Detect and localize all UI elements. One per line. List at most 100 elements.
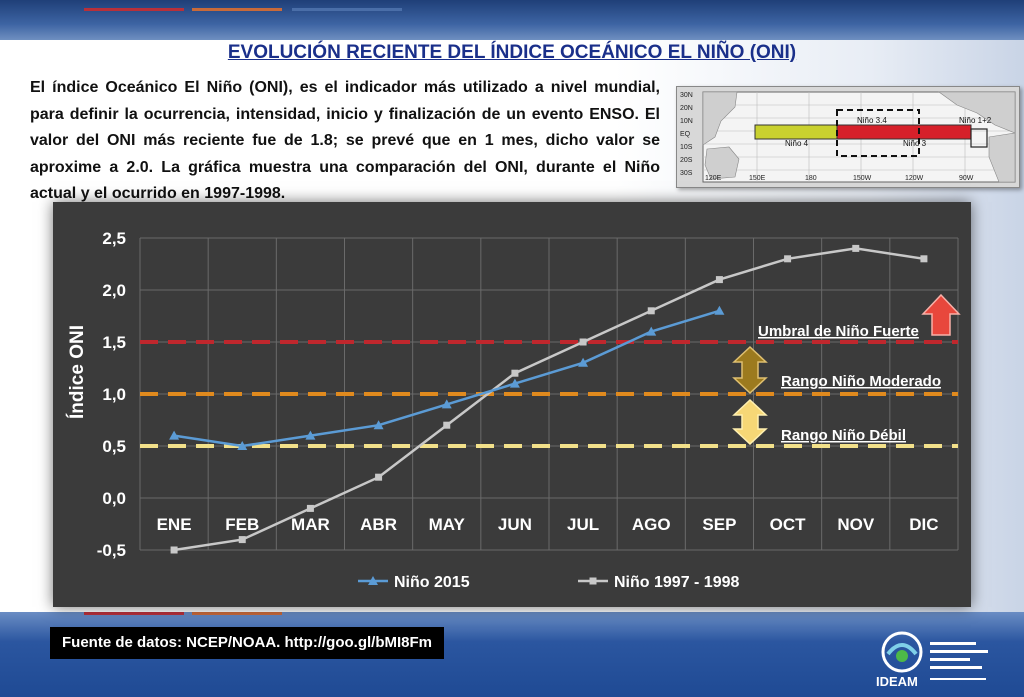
logo-circle (881, 631, 923, 673)
chart-background (53, 202, 971, 607)
data-point (375, 473, 383, 481)
lat-label: 10N (680, 118, 693, 125)
legend: Niño 2015 Niño 1997 - 1998 (358, 574, 740, 591)
y-axis: 2,5 2,0 1,5 1,0 0,5 0,0 -0,5 (97, 229, 126, 560)
region-label: Niño 1+2 (959, 116, 992, 125)
nino-regions-map: 30N 20N 10N EQ 10S 20S 30S 120E 150E 180… (676, 86, 1020, 188)
nino3-region (836, 124, 972, 140)
threshold-labels: Umbral de Niño Fuerte Rango Niño Moderado… (758, 323, 941, 444)
lon-label: 90W (959, 175, 974, 182)
threshold-label: Rango Niño Moderado (781, 373, 941, 390)
lat-label: 20S (680, 157, 693, 164)
x-tick-label: MAR (291, 515, 330, 534)
data-point (238, 536, 246, 544)
lat-label: 30S (680, 170, 693, 177)
data-point (646, 326, 657, 336)
x-tick-label: DIC (909, 515, 938, 534)
data-point (920, 255, 928, 263)
legend-marker (368, 576, 378, 585)
x-tick-label: ENE (157, 515, 192, 534)
logo-dot (896, 650, 908, 662)
data-point (441, 399, 452, 409)
logo-line (930, 658, 970, 661)
data-point (579, 338, 587, 346)
lat-label: 30N (680, 92, 693, 99)
data-point (715, 276, 723, 284)
nino4-region (754, 124, 838, 140)
header-stripe (292, 8, 402, 11)
data-point (305, 430, 316, 440)
data-point (509, 378, 520, 388)
data-point (373, 420, 384, 430)
data-point (578, 357, 589, 367)
map-svg: 30N 20N 10N EQ 10S 20S 30S 120E 150E 180… (680, 91, 1016, 183)
x-tick-label: OCT (770, 515, 807, 534)
x-tick-label: JUL (567, 515, 599, 534)
y-tick-label: 1,0 (102, 385, 126, 404)
y-tick-label: 0,5 (102, 437, 126, 456)
north-america-land-shape (938, 91, 1016, 134)
threshold-lines (140, 340, 958, 448)
lon-label: 180 (805, 175, 817, 182)
logo-text: IDEAM (876, 674, 918, 689)
data-point (237, 441, 248, 450)
south-america-land-shape (988, 132, 1016, 183)
y-tick-label: 0,0 (102, 489, 126, 508)
chart-svg: Umbral de Niño Fuerte Rango Niño Moderado… (53, 202, 971, 607)
logo-svg: IDEAM (876, 631, 988, 689)
header-stripe (84, 8, 184, 11)
oni-chart: Umbral de Niño Fuerte Rango Niño Moderado… (53, 202, 971, 607)
y-axis-title: Índice ONI (66, 325, 88, 419)
data-point (511, 369, 519, 377)
logo-line (930, 642, 976, 645)
intro-paragraph: El índice Oceánico El Niño (ONI), es el … (30, 79, 660, 202)
x-tick-label: SEP (702, 515, 736, 534)
lon-label: 150E (749, 175, 766, 182)
data-point (169, 430, 180, 440)
nino12-region (970, 128, 988, 148)
data-point (170, 546, 178, 554)
y-tick-label: 1,5 (102, 333, 126, 352)
weak-arrow-icon (732, 398, 768, 446)
page-title: EVOLUCIÓN RECIENTE DEL ÍNDICE OCEÁNICO E… (227, 42, 797, 63)
data-source-note: Fuente de datos: NCEP/NOAA. http://goo.g… (50, 627, 444, 659)
data-point (852, 244, 860, 252)
region-label: Niño 3.4 (857, 116, 887, 125)
lat-label: 20N (680, 105, 693, 112)
moderate-arrow-icon (732, 345, 768, 395)
australia-land-shape (704, 146, 740, 180)
data-point (714, 305, 725, 315)
logo-line (930, 650, 988, 653)
data-point (647, 307, 655, 315)
data-point (306, 504, 314, 512)
lat-label: 10S (680, 144, 693, 151)
footer-stripe (84, 612, 184, 615)
legend-marker (589, 577, 597, 585)
x-tick-label: JUN (498, 515, 532, 534)
data-point (784, 255, 792, 263)
footer-stripe (192, 612, 282, 615)
series-lines (169, 244, 928, 554)
x-axis: ENE FEB MAR ABR MAY JUN JUL AGO SEP OCT NOV DIC (157, 515, 939, 534)
logo-wave (886, 643, 918, 656)
lon-label: 120W (905, 175, 924, 182)
threshold-label: Rango Niño Débil (781, 427, 906, 444)
header-band (0, 0, 1024, 40)
y-tick-label: 2,0 (102, 281, 126, 300)
threshold-label: Umbral de Niño Fuerte (758, 323, 919, 340)
logo-line (930, 678, 986, 680)
region-label: Niño 4 (785, 139, 809, 148)
legend-label: Niño 2015 (394, 574, 470, 591)
x-tick-label: MAY (429, 515, 466, 534)
lon-label: 150W (853, 175, 872, 182)
lon-label: 120E (705, 175, 722, 182)
series-line (173, 247, 925, 552)
asia-land-shape (702, 91, 738, 146)
strong-arrow-icon (921, 293, 961, 336)
range-arrows (732, 293, 961, 446)
x-tick-label: AGO (632, 515, 671, 534)
y-tick-label: -0,5 (97, 541, 126, 560)
x-tick-label: NOV (837, 515, 875, 534)
header-stripe (192, 8, 282, 11)
lat-label: EQ (680, 131, 691, 138)
